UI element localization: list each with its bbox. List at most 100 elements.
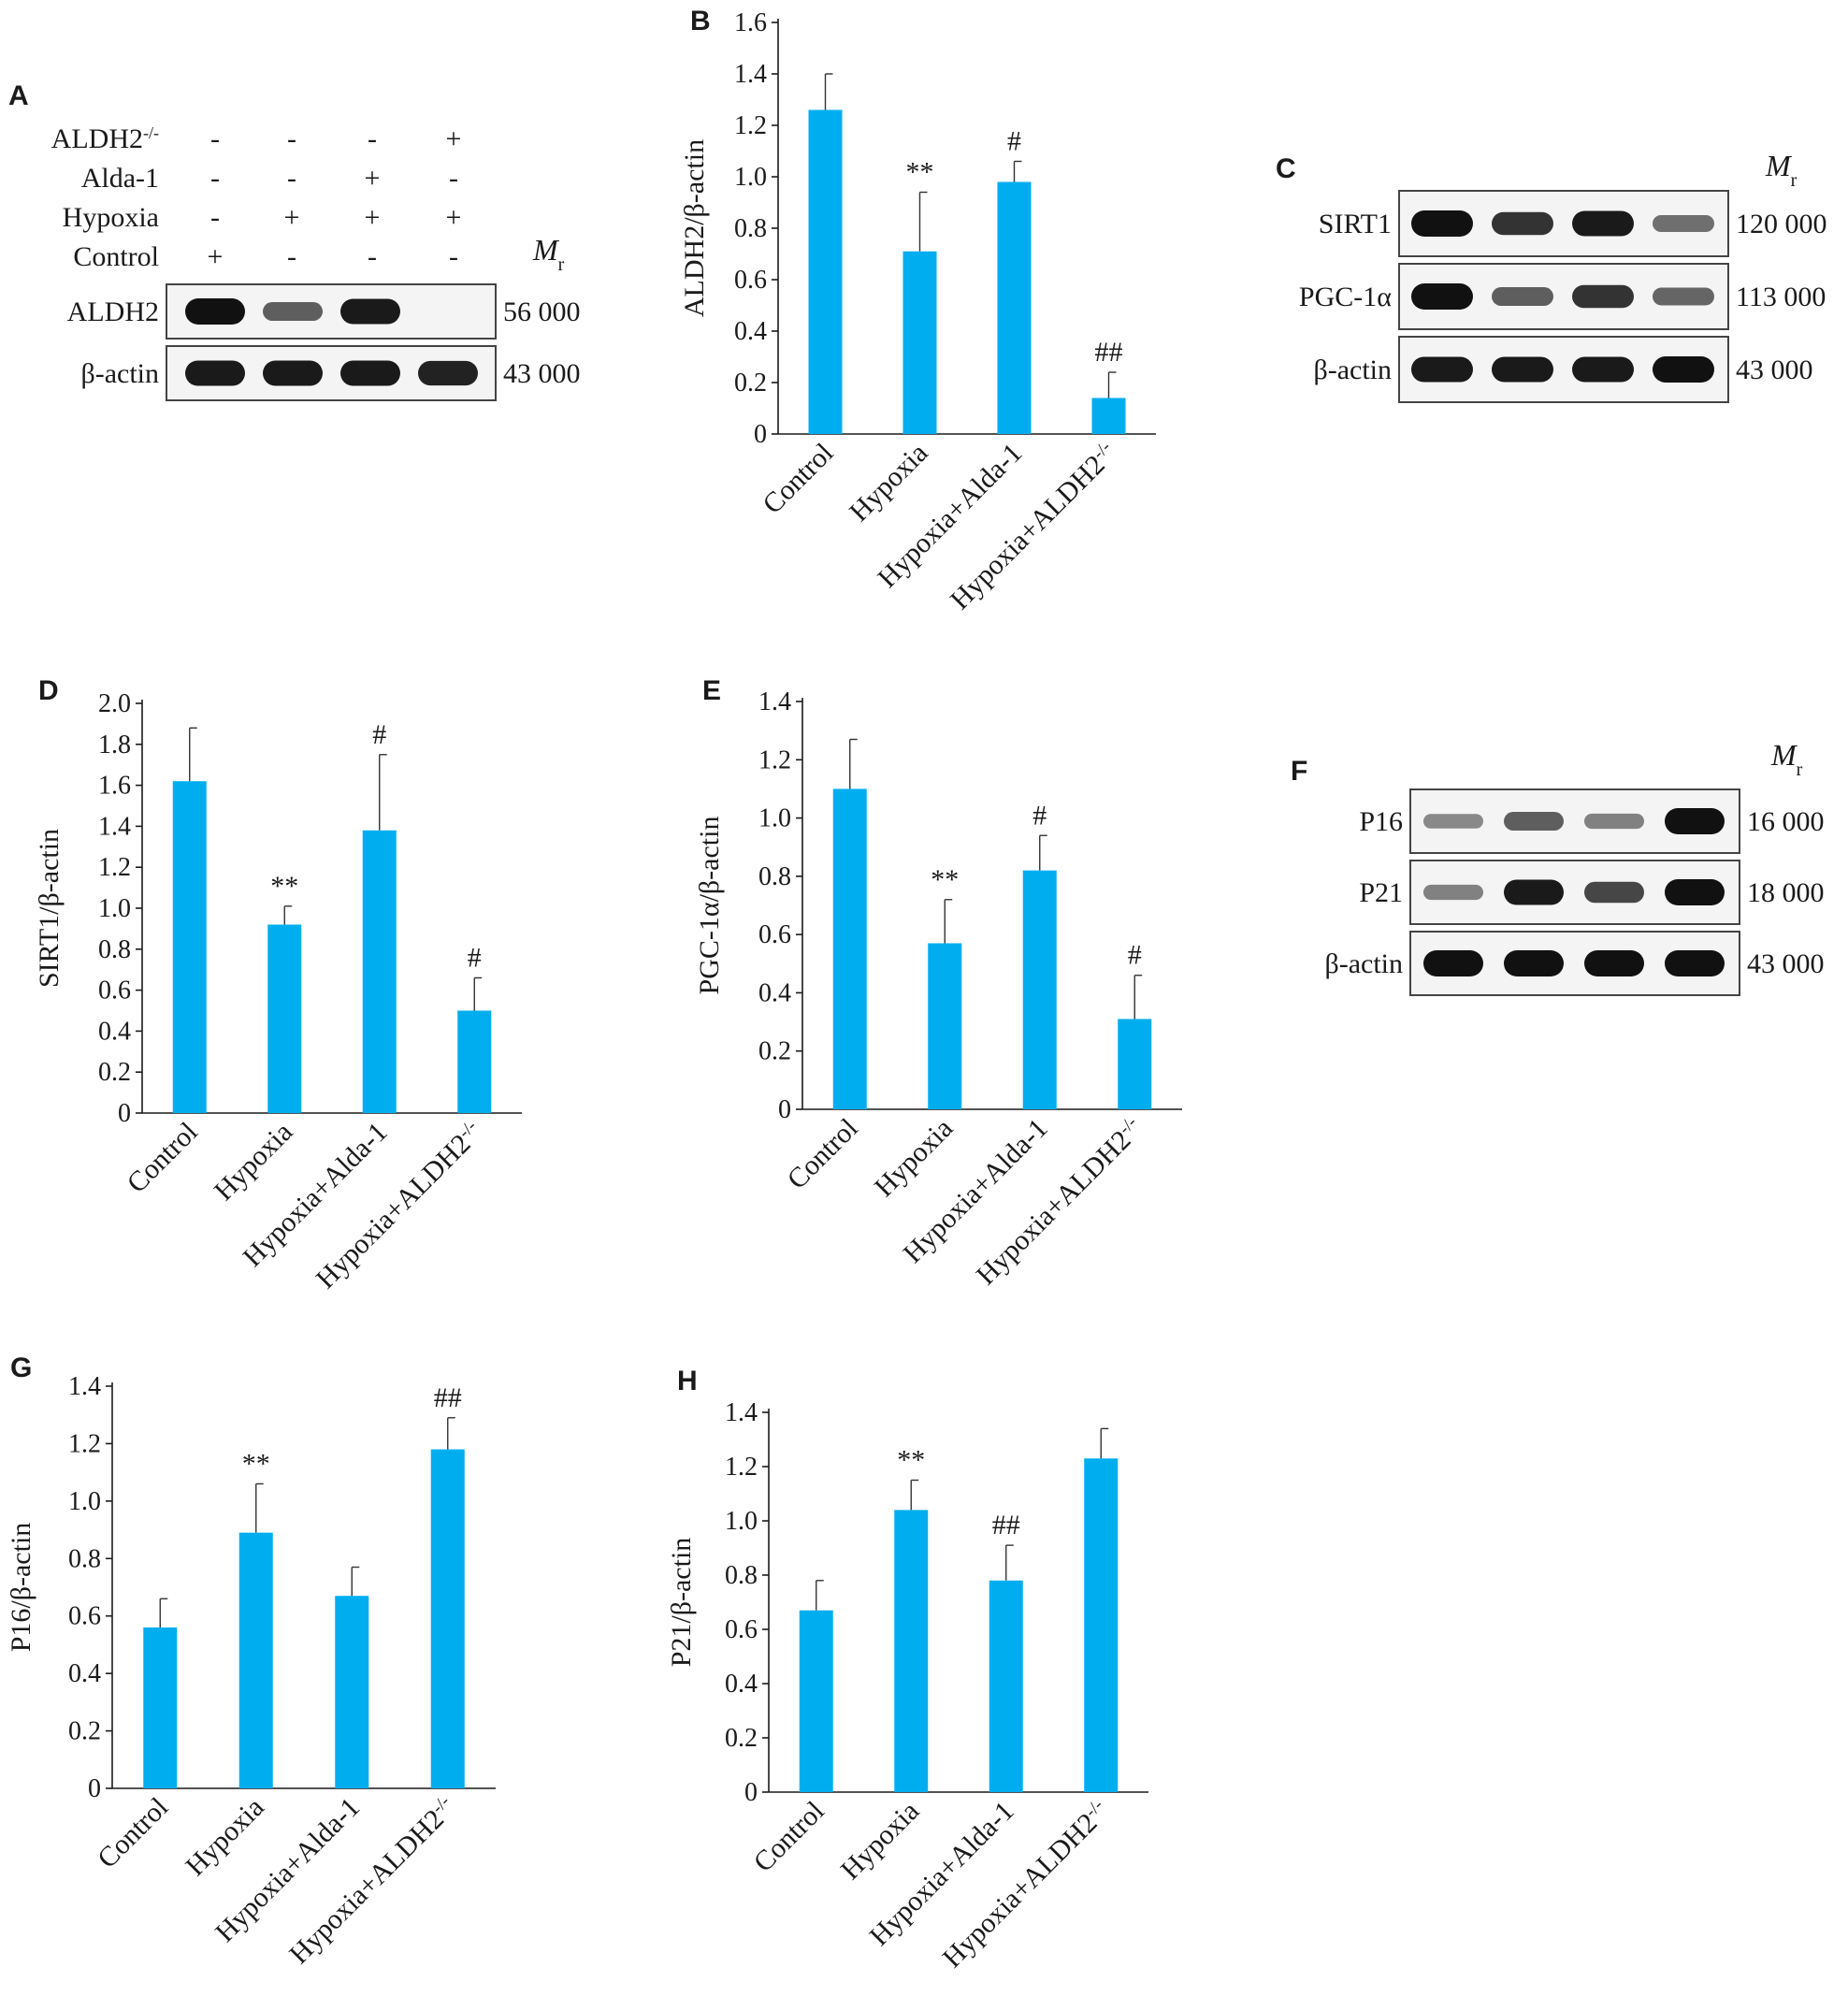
condition-mark: - <box>210 163 220 194</box>
y-tick-label: 2.0 <box>98 689 131 718</box>
bar <box>430 1449 465 1788</box>
bar <box>894 1510 929 1792</box>
blot-band <box>1411 356 1473 383</box>
blot-band <box>1665 808 1725 834</box>
blot-band <box>1572 284 1634 309</box>
condition-mark: + <box>446 123 462 154</box>
condition-mark: - <box>287 163 296 194</box>
y-tick-label: 0 <box>118 1099 131 1128</box>
y-tick-label: 1.4 <box>68 1372 101 1401</box>
bar-chart-e: 0 0.2 0.4 0.6 0.8 1.0 1.2 1.4 PGC-1α/β-actin Cont… <box>694 687 1182 1291</box>
blot-band <box>1653 214 1714 233</box>
y-tick-label: 1.6 <box>98 772 131 801</box>
blot-band <box>1504 812 1564 831</box>
blot-band <box>1653 287 1714 306</box>
y-tick-label: 1.0 <box>68 1487 101 1516</box>
y-tick-label: 0.8 <box>98 935 131 964</box>
y-axis-label: P21/β-actin <box>666 1538 697 1668</box>
panel-label-f: F <box>1291 756 1308 787</box>
y-tick-label: 1.2 <box>734 111 767 140</box>
blot-band <box>1423 814 1483 829</box>
y-tick-label: 1.2 <box>68 1429 101 1458</box>
blot-band <box>1504 950 1564 976</box>
bar <box>989 1580 1023 1792</box>
significance-label: ** <box>270 871 298 902</box>
x-tick-label: Hypoxia+ALDH2-/- <box>283 1791 462 1970</box>
blot-mr-label: 113 000 <box>1736 282 1826 312</box>
y-tick-label: 0.4 <box>725 1670 758 1699</box>
x-tick-label: Hypoxia <box>869 1113 959 1203</box>
significance-label: # <box>1032 800 1047 831</box>
blot-band <box>1584 813 1644 830</box>
y-axis-label: ALDH2/β-actin <box>679 139 710 317</box>
x-tick-label: Control <box>748 1796 830 1878</box>
blot-band <box>340 298 400 325</box>
blot-mr-label: 43 000 <box>1736 354 1813 385</box>
significance-label: ## <box>992 1510 1020 1540</box>
significance-label: # <box>1128 940 1142 971</box>
blot-band <box>1423 950 1483 976</box>
x-tick-label: Control <box>782 1113 864 1195</box>
y-tick-label: 1.4 <box>725 1398 758 1427</box>
bar-chart-b: 0 0.2 0.4 0.6 0.8 1.0 1.2 1.4 1.6 ALDH2/β-actin Co… <box>679 8 1156 615</box>
condition-mark: - <box>287 123 296 154</box>
y-tick-label: 0.6 <box>98 976 131 1005</box>
y-tick-label: 0.4 <box>758 978 791 1007</box>
bar <box>832 788 867 1109</box>
blot-row-label: β-actin <box>1324 948 1403 979</box>
blot-band <box>1504 879 1564 905</box>
bar <box>238 1532 273 1788</box>
blot-band <box>1584 881 1644 904</box>
blot-band <box>1653 356 1714 383</box>
y-tick-label: 0.4 <box>734 317 767 346</box>
y-tick-label: 0 <box>778 1095 791 1124</box>
bar <box>143 1627 178 1788</box>
panel-label-h: H <box>677 1366 698 1396</box>
blot-band <box>185 360 245 386</box>
condition-mark: - <box>287 241 296 272</box>
x-tick-label: Control <box>757 438 839 520</box>
blot-row-label: PGC-1α <box>1299 282 1392 312</box>
blot-band <box>263 360 323 386</box>
blot-band <box>1572 210 1634 237</box>
bar <box>997 181 1032 434</box>
bar <box>1022 870 1057 1109</box>
y-tick-label: 1.2 <box>725 1453 758 1482</box>
significance-label: # <box>1007 126 1021 157</box>
mr-label: Mr <box>1765 149 1797 191</box>
y-tick-label: 0.6 <box>734 266 767 295</box>
western-blot-c: Mr SIRT1 120 000 PGC-1α 113 000 β-actin 43 000 <box>1299 149 1827 403</box>
y-tick-label: 0 <box>754 420 767 449</box>
significance-label: ** <box>906 157 934 188</box>
y-tick-label: 0.2 <box>68 1717 101 1746</box>
significance-label: # <box>468 942 482 973</box>
blot-band <box>1572 356 1634 383</box>
x-tick-label: Hypoxia <box>844 438 933 528</box>
y-tick-label: 0 <box>88 1774 101 1803</box>
condition-label: Control <box>73 241 159 272</box>
blot-band <box>1411 210 1473 237</box>
condition-label: ALDH2-/- <box>51 123 159 154</box>
condition-mark: - <box>368 241 377 272</box>
y-tick-label: 0.4 <box>68 1659 101 1688</box>
x-tick-label: Hypoxia <box>209 1117 298 1207</box>
y-tick-label: 1.4 <box>734 60 767 89</box>
blot-row-label: β-actin <box>80 358 159 389</box>
y-axis-label: PGC-1α/β-actin <box>694 817 725 995</box>
y-tick-label: 1.2 <box>758 745 791 774</box>
significance-label: ## <box>1095 337 1123 368</box>
x-tick-label: Hypoxia+ALDH2-/- <box>970 1112 1148 1291</box>
condition-label: Hypoxia <box>63 202 159 233</box>
blot-mr-label: 18 000 <box>1747 877 1825 908</box>
blot-mr-label: 16 000 <box>1747 806 1825 837</box>
panel-label-b: B <box>690 6 711 36</box>
blot-band <box>340 360 400 386</box>
condition-mark: + <box>365 202 381 233</box>
y-tick-label: 1.4 <box>98 812 131 841</box>
panel-label-a: A <box>8 80 29 111</box>
y-tick-label: 0.6 <box>68 1602 101 1631</box>
panel-label-g: G <box>10 1352 33 1383</box>
condition-mark: + <box>365 163 381 194</box>
blot-mr-label: 56 000 <box>503 297 581 327</box>
blot-row-label: ALDH2 <box>67 297 159 327</box>
